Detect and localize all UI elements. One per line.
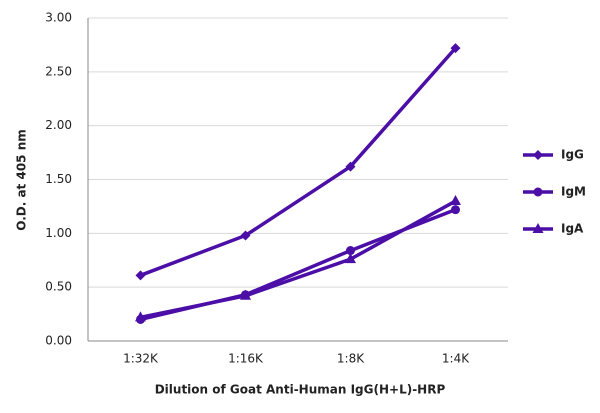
marker (450, 43, 461, 54)
marker (451, 205, 460, 215)
legend-label: IgM (561, 185, 586, 199)
marker (345, 253, 356, 264)
y-tick-label: 1.50 (45, 172, 72, 186)
legend-label: IgG (561, 148, 584, 162)
marker (345, 161, 356, 172)
y-tick-label: 3.00 (45, 11, 72, 25)
x-tick-label: 1:32K (123, 352, 159, 366)
legend-marker (533, 187, 543, 197)
legend-marker (532, 223, 544, 233)
marker (240, 230, 251, 241)
marker (240, 289, 251, 300)
y-tick-label: 1.00 (45, 226, 72, 240)
y-axis-title: O.D. at 405 nm (15, 129, 29, 230)
x-axis-title: Dilution of Goat Anti-Human IgG(H+L)-HRP (155, 383, 446, 397)
y-tick-label: 2.00 (45, 118, 72, 132)
legend-marker (533, 150, 543, 160)
x-tick-label: 1:4K (442, 352, 470, 366)
x-tick-label: 1:8K (337, 352, 365, 366)
series-line (140, 199, 457, 320)
marker (346, 246, 355, 256)
x-tick-label: 1:16K (228, 352, 264, 366)
series-line (139, 46, 457, 277)
y-tick-label: 0.50 (45, 280, 72, 294)
y-tick-label: 2.50 (45, 64, 72, 78)
marker (450, 195, 461, 206)
y-tick-label: 0.00 (45, 334, 72, 348)
marker (135, 270, 146, 281)
marker (135, 311, 146, 322)
legend-label: IgA (561, 222, 584, 236)
